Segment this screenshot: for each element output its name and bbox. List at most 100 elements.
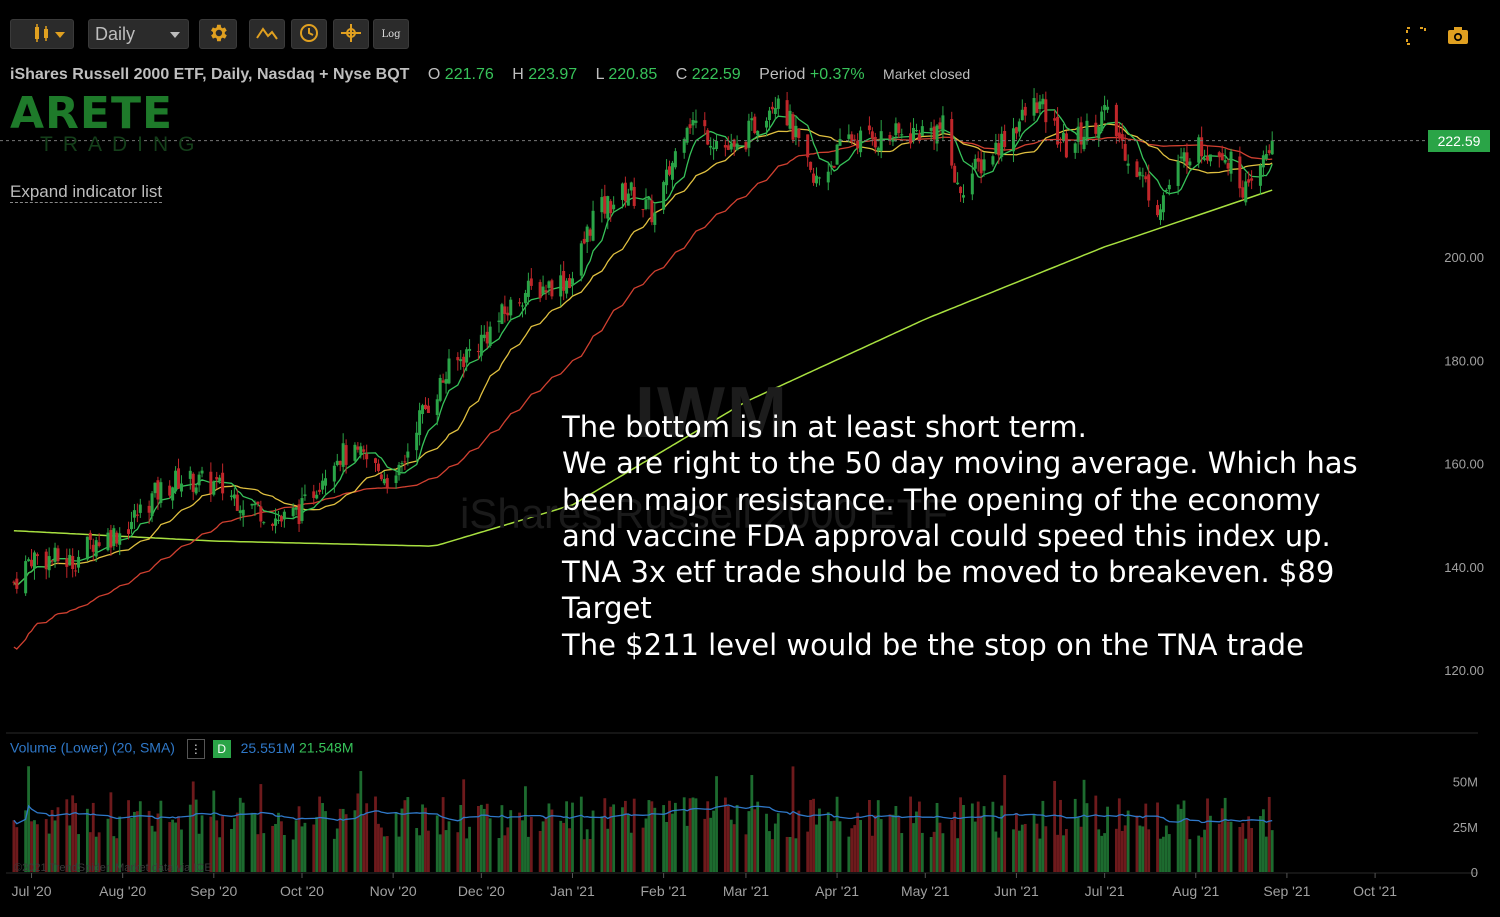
candle-body [765,120,769,128]
volume-bar [447,821,451,872]
candle-body [547,281,551,288]
candle-body [356,446,360,450]
volume-bar [77,834,80,872]
volume-axis: 50M 25M 0 [1453,775,1478,880]
volume-bar [609,806,613,872]
volume-bar [341,808,345,872]
candle-body [626,193,630,206]
candle-body [1064,133,1068,158]
chart-type-button[interactable] [10,19,74,49]
candle-body [809,161,813,170]
candle-body [979,159,983,174]
settings-button[interactable] [199,19,237,49]
volume-bar [280,821,283,872]
candle-body [1147,174,1151,201]
candle-body [262,522,266,524]
volume-bar [541,821,545,872]
volume-bar [888,814,892,872]
volume-bar [444,830,448,872]
volume-bar [1200,837,1204,872]
volume-bar [94,836,98,872]
volume-bar [603,798,607,872]
volume-bar [929,837,933,872]
replay-button[interactable] [291,19,327,49]
candle-body [153,482,157,494]
volume-bar [915,811,918,872]
candle-body [438,377,442,401]
candle-body [235,494,239,511]
volume-bar [994,831,998,872]
volume-bar [682,797,686,872]
volume-bar [1156,802,1159,872]
indicators-button[interactable] [249,19,285,49]
volume-bar [188,804,192,872]
candle-body [503,306,507,314]
camera-icon[interactable] [1446,24,1470,51]
candle-body [973,158,977,169]
candle-body [324,478,328,486]
candle-body [729,143,733,150]
time-tick-label: May '21 [901,883,950,899]
candle-body [338,460,342,465]
candle-body [644,199,648,210]
candle-body [629,182,633,191]
last-price-tag: 222.59 [1428,129,1490,152]
volume-bar [1120,830,1124,872]
volume-sma-value: 25.551M [240,739,296,756]
volume-bar [673,802,677,872]
volume-bar [897,816,901,872]
volume-bar [256,834,260,872]
candle-body [509,299,513,316]
candle-body [68,554,72,566]
volume-bar [909,796,912,872]
candle-body [1161,195,1165,213]
candle-body [332,465,336,482]
candle-body [891,139,895,142]
candle-body [1023,106,1027,116]
volume-bar [253,813,257,872]
chevron-down-icon [170,32,180,38]
candle-body [1203,158,1207,160]
candle-body [44,551,48,570]
volume-bar [768,831,771,872]
candle-body [274,518,278,526]
candle-body [423,404,427,409]
candle-body [662,182,666,210]
candle-body [1100,111,1104,132]
candle-body [403,461,407,463]
volume-bar [650,801,654,872]
candle-body [1244,181,1248,203]
logo-text: ARETE [10,88,174,139]
candle-body [735,143,739,151]
ohlc-header: iShares Russell 2000 ETF, Daily, Nasdaq … [10,66,970,84]
time-tick-label: Mar '21 [723,883,769,899]
more-icon[interactable]: ⋮ [186,739,205,759]
candle-body [723,145,727,148]
time-tick-label: Jul '21 [1085,883,1125,899]
volume-bar [997,837,1001,872]
candle-body [850,134,854,142]
period-label: Period [759,66,806,83]
candle-body [744,142,748,150]
expand-indicator-list-link[interactable]: Expand indicator list [10,182,163,203]
interval-select[interactable]: Daily [88,19,189,49]
candle-body [953,165,957,183]
log-scale-button[interactable]: Log [373,19,409,49]
candle-body [376,463,380,471]
candle-body [529,278,533,286]
candle-body [976,158,980,162]
candle-body [32,552,36,569]
daily-badge[interactable]: D [212,740,231,758]
crosshair-button[interactable] [333,19,369,49]
candle-body [894,123,898,136]
volume-bar [209,816,213,872]
candle-body [294,507,298,510]
volume-bar [1076,817,1080,872]
volume-bar [1079,826,1083,872]
volume-label: Volume (Lower) (20, SMA) [10,739,175,756]
fullscreen-icon[interactable] [1405,26,1427,51]
volume-bar [1209,815,1212,872]
candle-body [1182,152,1186,162]
candle-body [188,470,192,479]
